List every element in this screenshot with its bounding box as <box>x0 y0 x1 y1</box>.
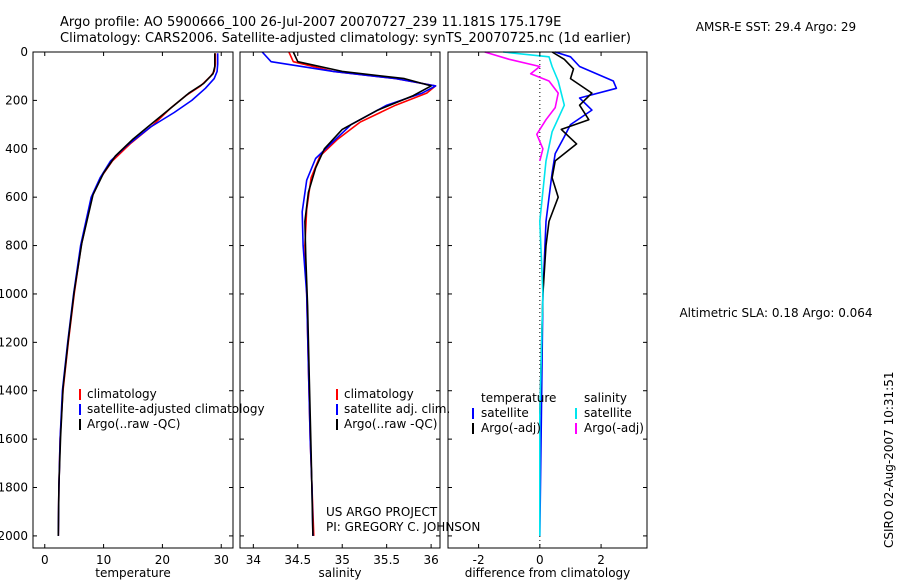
salinity-x-tick-label: 34.5 <box>284 553 311 567</box>
salinity-legend-label-climatology: climatology <box>344 387 414 401</box>
difference-series-salinity-argo <box>484 51 560 162</box>
difference-axes-frame <box>447 51 648 549</box>
salinity-x-tick-label: 36 <box>423 553 438 567</box>
salinity-legend-label-satellite-adj-clim: satellite adj. clim. <box>344 402 450 416</box>
temperature-x-tick-label: 10 <box>96 553 111 567</box>
salinity-series-argo <box>292 51 432 536</box>
credit-label: CSIRO 02-Aug-2007 10:31:51 <box>882 372 896 548</box>
depth-tick-label: 2000 <box>0 529 28 543</box>
salinity-x-tick-label: 34 <box>246 553 261 567</box>
salinity-x-tick-label: 35 <box>335 553 350 567</box>
depth-tick-label: 1400 <box>0 384 28 398</box>
temperature-series-satellite-adj-clim <box>57 53 219 536</box>
difference-x-tick-label: 2 <box>597 553 605 567</box>
temperature-x-axis-label: temperature <box>95 566 170 580</box>
salinity-series-satellite-adj-clim <box>261 51 437 536</box>
sla-map-title: Altimetric SLA: 0.18 Argo: 0.064 <box>679 306 872 320</box>
sst-map-title: AMSR-E SST: 29.4 Argo: 29 <box>696 20 856 34</box>
figure-title-line-1: Argo profile: AO 5900666_100 26-Jul-2007… <box>60 15 561 30</box>
difference-legend-label-temperature-satellite: satellite <box>481 406 529 420</box>
salinity-x-tick-label: 35.5 <box>373 553 400 567</box>
difference-legend-label-salinity-satellite: satellite <box>584 406 632 420</box>
temperature-x-tick-label: 0 <box>41 553 49 567</box>
difference-x-axis-label: difference from climatology <box>465 566 631 580</box>
figure-title-line-2: Climatology: CARS2006. Satellite-adjuste… <box>60 31 631 46</box>
salinity-x-axis-label: salinity <box>318 566 361 580</box>
depth-tick-label: 1000 <box>0 287 28 301</box>
depth-tick-label: 1800 <box>0 481 28 495</box>
temperature-legend-label-satellite-adj-clim: satellite-adjusted climatology <box>87 402 265 416</box>
temperature-series-argo <box>57 53 216 536</box>
temperature-legend-label-climatology: climatology <box>87 387 157 401</box>
temperature-panel: 0 10 20 30 0 200 400 600 800 1000 1200 1400 1600 1800… <box>0 45 265 580</box>
difference-series-salinity-satellite <box>503 51 566 536</box>
pi-annotation: PI: GREGORY C. JOHNSON <box>326 520 480 534</box>
temperature-axes-frame <box>32 51 234 549</box>
salinity-panel: 34 34.5 35 35.5 36 salinity climatologysatelli… <box>239 51 480 580</box>
difference-x-tick-label: 0 <box>536 553 544 567</box>
difference-x-tick-label: -2 <box>473 553 485 567</box>
difference-series-temperature-argo <box>539 51 593 415</box>
depth-tick-label: 200 <box>5 93 28 107</box>
temperature-series-climatology <box>57 53 217 536</box>
depth-tick-label: 800 <box>5 239 28 253</box>
temperature-x-tick-label: 20 <box>155 553 170 567</box>
depth-tick-label: 1200 <box>0 335 28 349</box>
salinity-legend-label-argo: Argo(..raw -QC) <box>344 417 437 431</box>
depth-tick-label: 0 <box>20 45 28 59</box>
difference-legend-heading-salinity: salinity <box>584 391 627 405</box>
temperature-x-tick-label: 30 <box>214 553 229 567</box>
project-annotation: US ARGO PROJECT <box>326 505 438 519</box>
difference-series-temperature-satellite <box>539 51 618 536</box>
difference-legend-label-temperature-argo: Argo(-adj) <box>481 421 541 435</box>
salinity-axes-frame <box>239 51 441 549</box>
temperature-legend-label-argo: Argo(..raw -QC) <box>87 417 180 431</box>
difference-legend-heading-temperature: temperature <box>481 391 556 405</box>
depth-tick-label: 1600 <box>0 432 28 446</box>
depth-tick-label: 600 <box>5 190 28 204</box>
depth-tick-label: 400 <box>5 142 28 156</box>
difference-legend-label-salinity-argo: Argo(-adj) <box>584 421 644 435</box>
